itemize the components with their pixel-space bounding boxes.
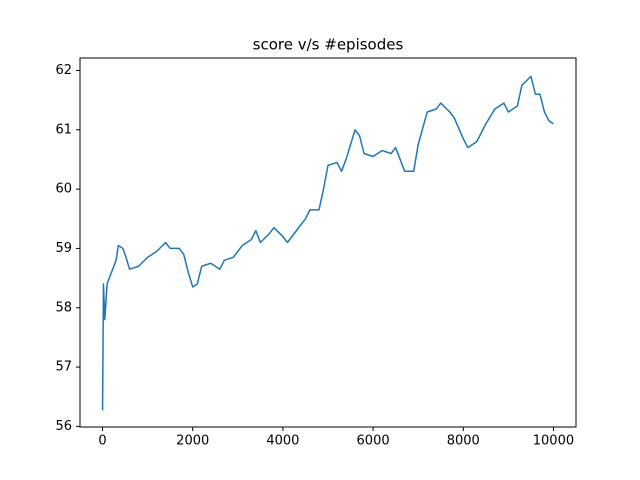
y-tick-label: 56 bbox=[55, 419, 72, 434]
x-tick-label: 6000 bbox=[357, 434, 390, 449]
x-tick-label: 4000 bbox=[266, 434, 299, 449]
y-tick-label: 62 bbox=[55, 63, 72, 78]
y-tick-label: 60 bbox=[55, 182, 72, 197]
chart-title: score v/s #episodes bbox=[253, 36, 404, 54]
x-tick-label: 8000 bbox=[447, 434, 480, 449]
x-tick-label: 10000 bbox=[533, 434, 574, 449]
y-tick-label: 58 bbox=[55, 300, 72, 315]
x-tick-label: 0 bbox=[98, 434, 106, 449]
y-tick-label: 61 bbox=[55, 122, 72, 137]
line-series bbox=[101, 75, 554, 411]
axes-frame bbox=[79, 57, 577, 428]
y-tick-label: 59 bbox=[55, 241, 72, 256]
y-tick-label: 57 bbox=[55, 360, 72, 375]
x-tick-label: 2000 bbox=[176, 434, 209, 449]
